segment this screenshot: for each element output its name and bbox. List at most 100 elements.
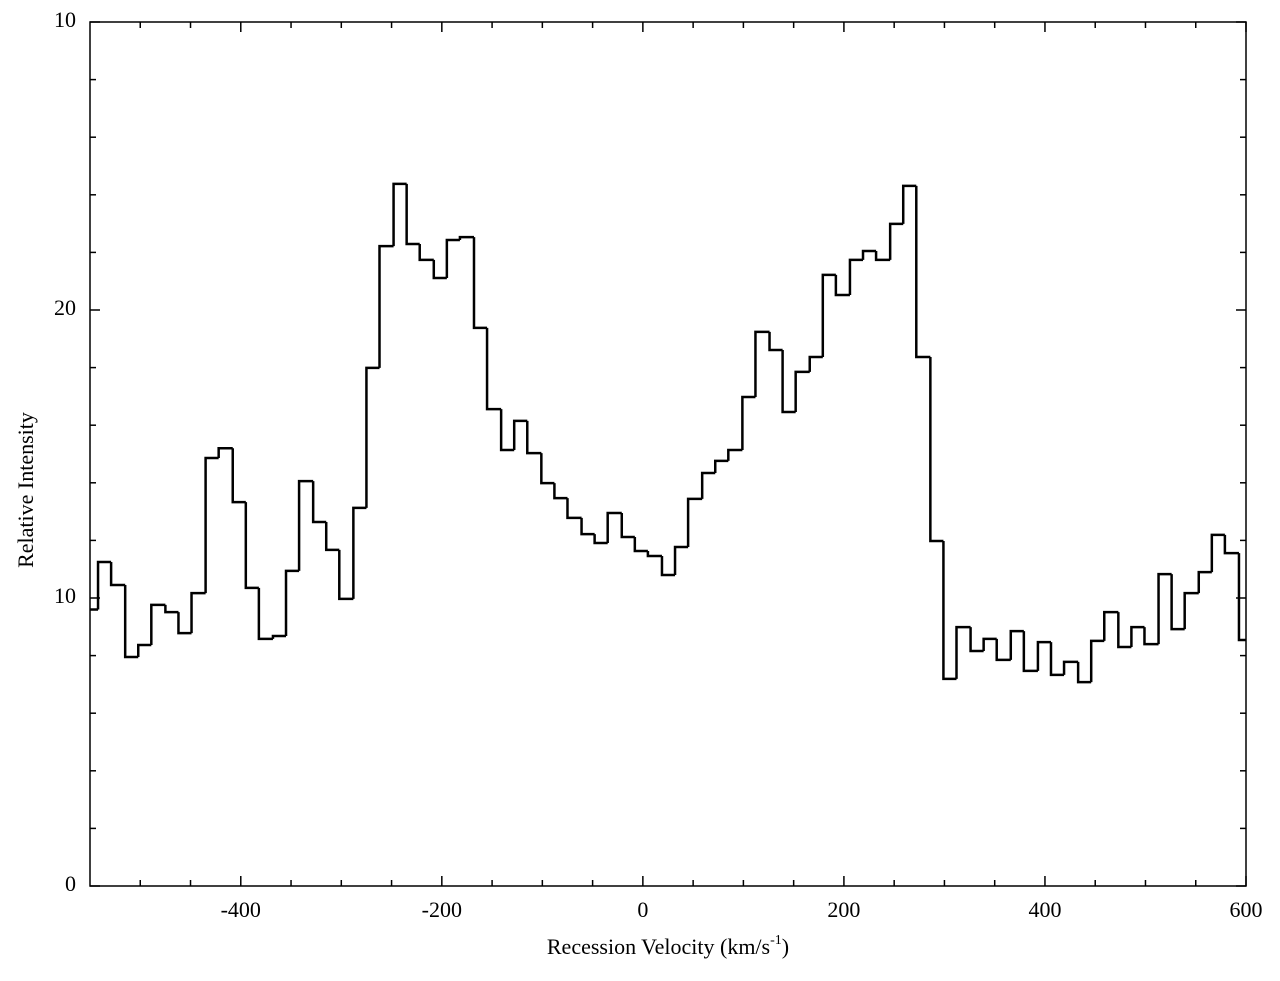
histogram-step — [982, 637, 997, 651]
histogram-step — [969, 627, 984, 653]
histogram-step — [1089, 639, 1105, 683]
histogram-step — [1143, 627, 1159, 646]
histogram-step — [123, 585, 139, 659]
histogram-step — [1130, 625, 1145, 647]
histogram-step — [580, 517, 595, 536]
histogram-step — [1062, 660, 1079, 675]
histogram-step — [566, 498, 582, 520]
histogram-step — [1157, 572, 1172, 645]
histogram-step — [324, 521, 340, 552]
histogram-step — [217, 446, 233, 459]
histogram-step — [365, 366, 380, 508]
histogram-step — [741, 395, 756, 450]
y-tick-label: 10 — [54, 7, 76, 32]
histogram-step — [754, 330, 770, 397]
histogram-step — [1049, 642, 1065, 677]
histogram-step — [660, 555, 676, 577]
histogram-step — [834, 274, 850, 297]
histogram-step — [284, 569, 300, 637]
histogram-step — [995, 638, 1011, 662]
histogram-step — [231, 448, 246, 504]
histogram-step — [727, 448, 743, 461]
histogram-step — [673, 545, 689, 575]
histogram-step — [458, 235, 474, 241]
histogram-step — [1009, 629, 1024, 660]
x-tick-label: -200 — [422, 897, 462, 922]
histogram-step — [1170, 574, 1185, 631]
histogram-step — [794, 370, 810, 412]
x-tick-label: 200 — [827, 897, 860, 922]
histogram-step — [808, 355, 823, 372]
x-axis-label-sup: -1 — [770, 933, 782, 948]
histogram-step — [1076, 661, 1092, 684]
histogram-step — [1117, 612, 1132, 649]
histogram-step — [848, 258, 864, 296]
histogram-step — [311, 481, 327, 524]
x-tick-label: 400 — [1028, 897, 1061, 922]
histogram-step — [646, 551, 662, 558]
histogram-step — [512, 419, 528, 450]
histogram-step — [338, 549, 354, 601]
histogram-step — [633, 536, 648, 553]
histogram-step — [190, 591, 206, 634]
histogram-step — [405, 183, 420, 246]
histogram-step — [888, 222, 904, 260]
histogram-step — [606, 511, 622, 543]
histogram-step — [915, 185, 931, 359]
histogram-step — [472, 237, 488, 330]
x-tick-label: -400 — [221, 897, 261, 922]
histogram-step — [1237, 553, 1246, 642]
histogram-step — [257, 587, 273, 641]
histogram-step — [593, 534, 608, 545]
histogram-step — [526, 420, 542, 455]
x-axis-label: Recession Velocity (km/s-1) — [547, 933, 789, 959]
histogram-step — [392, 182, 407, 247]
histogram-step — [1036, 640, 1051, 671]
histogram-step — [686, 497, 703, 548]
histogram-step — [553, 483, 568, 500]
histogram-step — [768, 331, 783, 352]
y-tick-label: 0 — [65, 871, 76, 896]
histogram-step — [445, 238, 460, 279]
histogram-step — [244, 502, 259, 590]
histogram-step — [432, 259, 447, 280]
histogram-step — [378, 244, 394, 368]
histogram-step — [929, 356, 944, 543]
histogram-step — [821, 273, 836, 357]
histogram-step — [955, 625, 971, 679]
histogram-step — [1183, 591, 1199, 630]
x-axis-label-close: ) — [782, 934, 789, 959]
y-tick-label: 20 — [54, 295, 76, 320]
histogram-step — [137, 643, 152, 658]
histogram-step — [620, 513, 635, 539]
histogram-step — [942, 540, 957, 681]
histogram-step — [1103, 610, 1119, 641]
histogram-step — [150, 603, 166, 645]
histogram-step — [297, 479, 314, 571]
y-axis-label: Relative Intensity — [13, 412, 38, 568]
histogram-step — [700, 471, 716, 499]
histogram-step — [352, 506, 367, 599]
histogram-step — [499, 409, 515, 452]
histogram-step — [109, 562, 126, 587]
x-tick-label: 0 — [637, 897, 648, 922]
histogram-step — [271, 634, 287, 639]
x-tick-label: 600 — [1230, 897, 1263, 922]
histogram-step — [485, 327, 502, 411]
histogram-step — [1210, 533, 1225, 573]
histogram-step — [164, 604, 179, 614]
y-tick-label: 10 — [54, 583, 76, 608]
histogram-step — [901, 184, 917, 224]
histogram-step — [540, 453, 555, 485]
histogram-step — [861, 249, 877, 260]
histogram-step — [177, 612, 192, 635]
histogram-step — [204, 456, 219, 594]
histogram-step — [713, 459, 729, 474]
histogram-step — [1197, 570, 1212, 594]
histogram-step — [1223, 534, 1239, 555]
x-axis-label-text: Recession Velocity (km/s — [547, 934, 770, 959]
histogram-step — [781, 350, 796, 414]
histogram-step — [874, 250, 891, 262]
